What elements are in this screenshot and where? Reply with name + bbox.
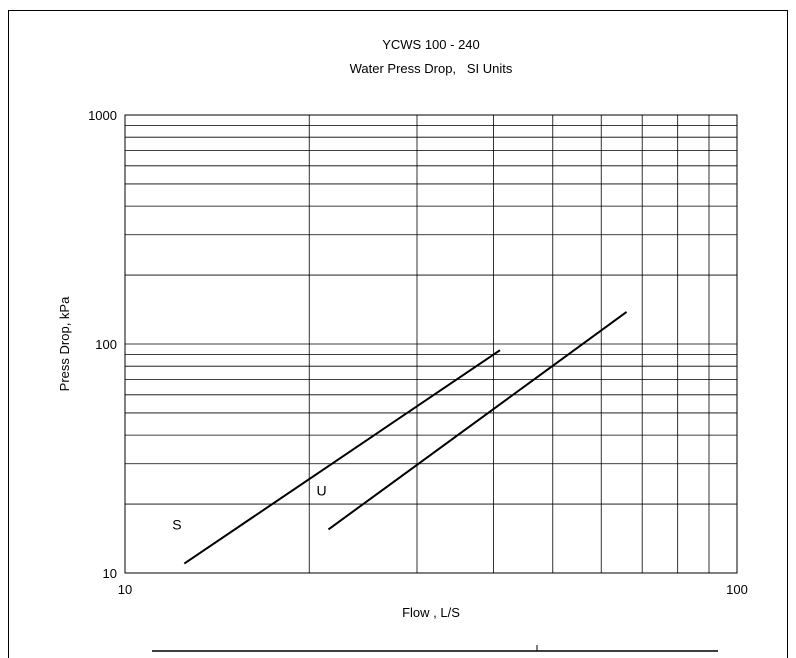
plot-area-border <box>124 114 738 574</box>
series-labels: SU <box>172 482 326 532</box>
y-tick-label: 10 <box>103 566 117 581</box>
tick-labels: 10 100 10 100 1000 <box>88 108 748 597</box>
chart-title: YCWS 100 - 240 <box>382 37 480 52</box>
x-tick-label: 10 <box>118 582 132 597</box>
series-line-u <box>327 311 628 531</box>
y-tick-label: 1000 <box>88 108 117 123</box>
series-line-s <box>183 349 501 565</box>
y-axis-label: Press Drop, kPa <box>57 296 72 391</box>
grid-lines <box>125 115 737 573</box>
series-label-u: U <box>316 482 326 498</box>
y-tick-label: 100 <box>95 337 117 352</box>
x-tick-label: 100 <box>726 582 748 597</box>
series-group <box>183 311 628 565</box>
chart-subtitle: Water Press Drop, SI Units <box>350 61 513 76</box>
x-axis-label: Flow , L/S <box>402 605 460 620</box>
series-label-s: S <box>172 517 181 533</box>
